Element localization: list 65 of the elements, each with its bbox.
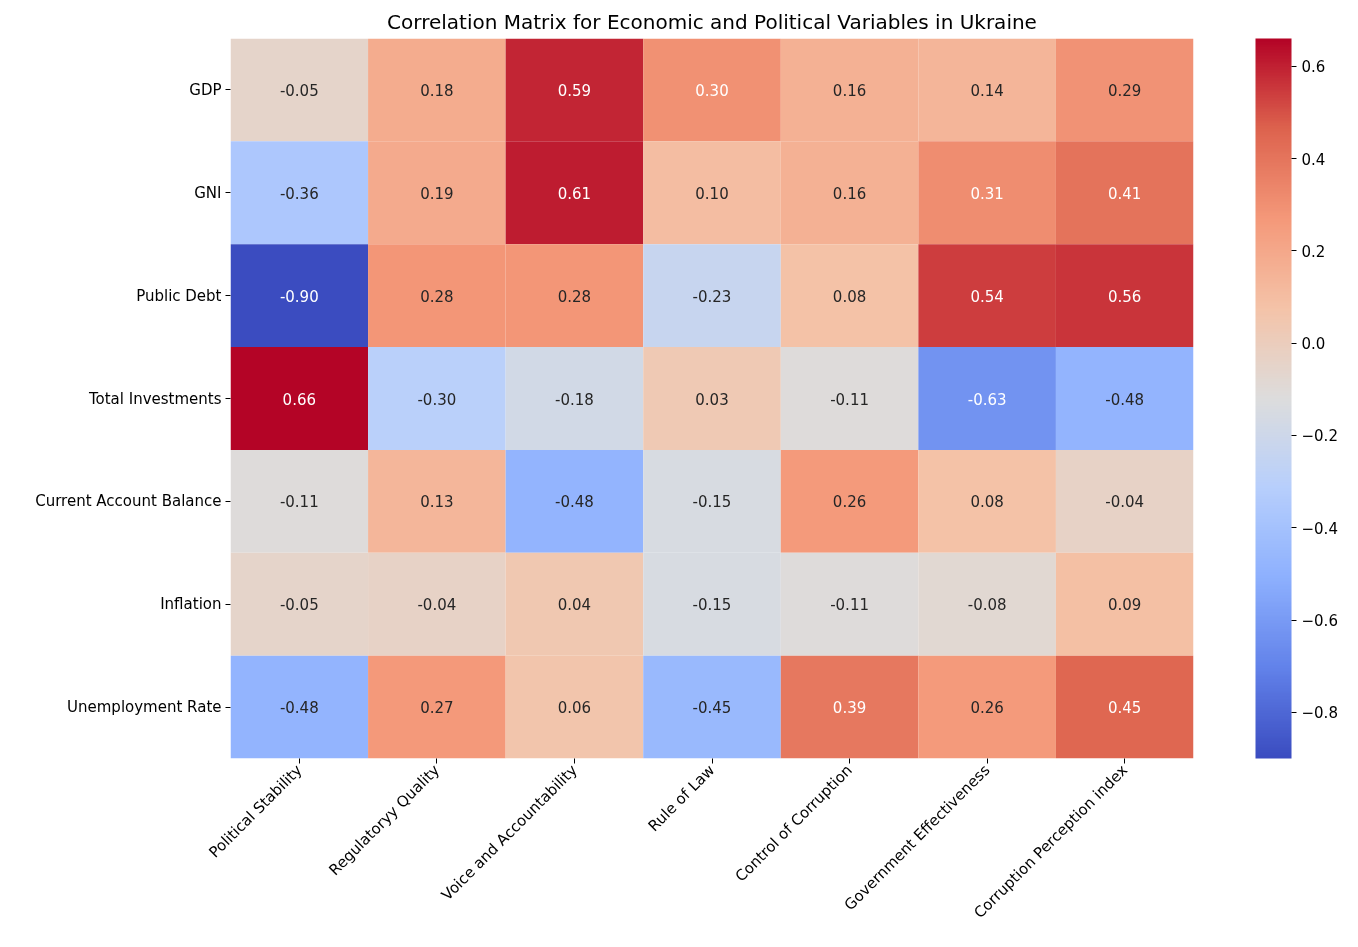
data-label: 0.28 xyxy=(557,287,592,306)
data-label: 0.10 xyxy=(695,184,729,203)
data-label: 0.59 xyxy=(557,81,592,100)
data-label: 0.26 xyxy=(832,493,867,512)
data-label: 0.06 xyxy=(557,699,592,718)
data-label: -0.15 xyxy=(692,596,732,615)
data-label: 0.13 xyxy=(420,493,454,512)
data-label: 0.39 xyxy=(832,699,867,718)
y-tick-label: Public Debt xyxy=(136,286,222,305)
data-label: 0.31 xyxy=(970,184,1004,203)
data-label: -0.11 xyxy=(830,596,869,615)
color-bar-label: 0.0 xyxy=(1301,335,1326,354)
data-label: 0.08 xyxy=(970,493,1004,512)
data-label: -0.36 xyxy=(279,184,319,203)
data-label: 0.41 xyxy=(1108,184,1142,203)
data-label: 0.03 xyxy=(695,390,729,409)
data-label: 0.16 xyxy=(832,81,867,100)
data-label: -0.63 xyxy=(967,390,1007,409)
data-label: -0.48 xyxy=(555,493,594,512)
y-tick-label: Current Account Balance xyxy=(35,492,222,511)
data-label: 0.66 xyxy=(282,390,316,409)
data-label: -0.11 xyxy=(830,390,869,409)
data-label: 0.56 xyxy=(1108,287,1142,306)
data-label: -0.18 xyxy=(555,390,594,409)
color-bar-label: −0.6 xyxy=(1301,612,1338,631)
data-label: -0.48 xyxy=(279,699,319,718)
data-label: 0.14 xyxy=(970,81,1004,100)
data-label: -0.30 xyxy=(417,390,457,409)
y-tick-label: GDP xyxy=(189,80,222,99)
data-label: 0.30 xyxy=(695,81,729,100)
data-label: -0.23 xyxy=(692,287,732,306)
data-label: -0.05 xyxy=(279,596,319,615)
data-label: 0.45 xyxy=(1108,699,1142,718)
chart-title: Correlation Matrix for Economic and Political Variables in Ukraine xyxy=(387,9,1037,34)
y-tick-label: Inflation xyxy=(160,595,222,614)
y-tick-label: Unemployment Rate xyxy=(67,698,222,717)
color-bar-label: −0.8 xyxy=(1301,704,1338,723)
data-label: 0.26 xyxy=(970,699,1004,718)
color-bar-label: 0.4 xyxy=(1301,150,1326,169)
data-label: 0.54 xyxy=(970,287,1004,306)
data-label: 0.19 xyxy=(420,184,454,203)
data-label: -0.08 xyxy=(967,596,1007,615)
data-label: 0.18 xyxy=(420,81,454,100)
color-bar-label: −0.4 xyxy=(1301,519,1338,538)
y-tick-label: Total Investments xyxy=(87,389,222,408)
data-label: 0.29 xyxy=(1108,81,1142,100)
data-label: 0.16 xyxy=(832,184,867,203)
data-label: 0.08 xyxy=(832,287,867,306)
color-bar-label: 0.6 xyxy=(1301,58,1326,77)
data-label: -0.05 xyxy=(279,81,319,100)
color-bar-label: −0.2 xyxy=(1301,427,1338,446)
data-label: -0.45 xyxy=(692,699,732,718)
data-label: -0.90 xyxy=(279,287,319,306)
data-label: 0.04 xyxy=(557,596,592,615)
data-label: -0.04 xyxy=(1105,493,1145,512)
data-label: -0.15 xyxy=(692,493,732,512)
data-label: -0.11 xyxy=(279,493,319,512)
data-label: -0.04 xyxy=(417,596,457,615)
y-tick-label: GNI xyxy=(194,183,222,202)
data-label: 0.61 xyxy=(557,184,592,203)
data-label: 0.09 xyxy=(1108,596,1142,615)
color-bar-label: 0.2 xyxy=(1301,242,1326,261)
data-label: 0.27 xyxy=(420,699,454,718)
data-label: 0.28 xyxy=(420,287,454,306)
data-label: -0.48 xyxy=(1105,390,1145,409)
